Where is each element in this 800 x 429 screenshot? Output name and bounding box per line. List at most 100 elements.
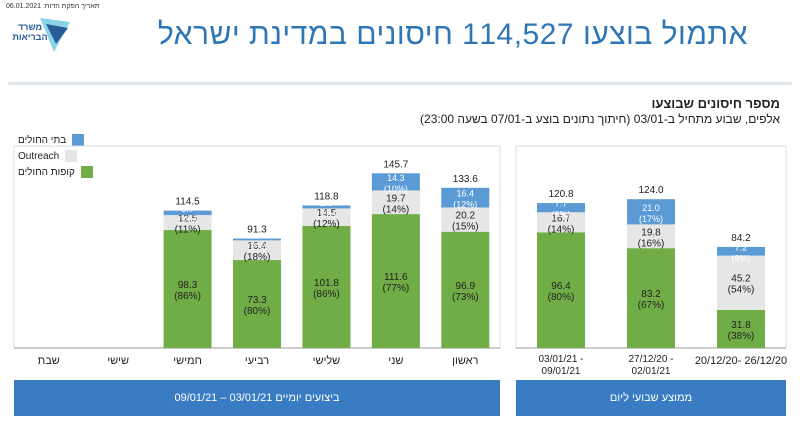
weekly-value-label: 7.7 xyxy=(555,199,568,209)
weekly-bar-seg xyxy=(537,203,585,213)
daily-bar-seg xyxy=(371,214,420,348)
daily-value-label: 111.6 xyxy=(384,272,408,283)
daily-pct-label: (2%) xyxy=(317,209,336,219)
daily-tick-label: שלישי xyxy=(313,354,341,367)
page-headline: אתמול בוצעו 114,527 חיסונים במדינת ישראל xyxy=(157,18,748,51)
daily-bar-seg xyxy=(371,173,420,191)
daily-total-label: 133.6 xyxy=(453,174,478,185)
daily-pct-label: (2%) xyxy=(247,241,266,251)
daily-value-label: 14.3 xyxy=(387,173,405,183)
weekly-value-label: 45.2 xyxy=(731,274,751,285)
weekly-bar-seg xyxy=(537,212,585,233)
weekly-pct-label: (67%) xyxy=(638,300,665,311)
daily-total-label: 114.5 xyxy=(175,197,200,208)
chart-subtitle: אלפים, שבוע מתחיל ב-03/01 (חיתוך נתונים … xyxy=(420,112,780,126)
daily-pct-label: (86%) xyxy=(174,291,201,302)
daily-total-label: 91.3 xyxy=(247,225,267,236)
ministry-logo-icon xyxy=(40,18,70,52)
daily-bar-seg xyxy=(441,187,490,208)
daily-pct-label: (86%) xyxy=(313,289,340,300)
weekly-pct-label: (38%) xyxy=(728,331,755,342)
weekly-pct-label: (9%) xyxy=(731,253,750,263)
weekly-tick-label: 27/12/20 - xyxy=(628,354,673,365)
report-date: תאריך הפקת הדוח: 06.01.2021 xyxy=(6,3,100,10)
weekly-banner: ממוצע שבועי ליום xyxy=(516,380,786,416)
daily-tick-label: שבת xyxy=(38,355,60,367)
weekly-pct-label: (6%) xyxy=(551,210,570,220)
daily-bar-seg xyxy=(233,260,281,348)
header-divider xyxy=(8,82,792,85)
weekly-pct-label: (17%) xyxy=(639,214,663,224)
daily-bar-seg xyxy=(163,230,212,348)
daily-value-label: 16.4 xyxy=(247,241,267,252)
weekly-bar-seg xyxy=(717,309,765,348)
weekly-bar-seg xyxy=(627,248,675,348)
daily-pct-label: (80%) xyxy=(244,306,271,317)
daily-pct-label: (73%) xyxy=(452,292,479,303)
daily-bar-seg xyxy=(441,231,490,348)
weekly-total-label: 120.8 xyxy=(548,189,573,200)
daily-value-label: 96.9 xyxy=(456,281,476,292)
daily-pct-label: (12%) xyxy=(313,219,340,230)
daily-pct-label: (18%) xyxy=(244,252,271,263)
weekly-total-label: 84.2 xyxy=(731,233,751,244)
daily-pct-label: (14%) xyxy=(383,204,410,215)
weekly-tick-label: 02/01/21 xyxy=(632,366,671,377)
daily-pct-label: (10%) xyxy=(384,184,408,194)
daily-bar-seg xyxy=(371,190,420,215)
daily-tick-label: שישי xyxy=(107,355,129,367)
weekly-bar-seg xyxy=(537,232,585,348)
daily-pct-label: (15%) xyxy=(452,222,479,233)
daily-value-label: 20.2 xyxy=(456,211,476,222)
daily-bar-seg xyxy=(233,240,281,261)
daily-value-label: 1.5 xyxy=(251,230,264,240)
daily-total-label: 118.8 xyxy=(314,191,339,202)
daily-value-label: 3.7 xyxy=(181,204,194,214)
daily-bar-seg xyxy=(302,208,351,226)
legend-item-hmo: קופות החולים xyxy=(18,164,118,180)
weekly-pct-label: (54%) xyxy=(728,285,755,296)
daily-tick-label: שני xyxy=(388,355,403,367)
daily-value-label: 101.8 xyxy=(314,278,339,289)
daily-value-label: 16.4 xyxy=(457,189,475,199)
daily-bar-seg xyxy=(302,225,351,348)
weekly-bar-seg xyxy=(627,224,675,249)
daily-value-label: 73.3 xyxy=(247,295,267,306)
weekly-tick-label: 20/12/20- 26/12/20 xyxy=(695,355,787,367)
legend-label-hospitals: בתי החולים xyxy=(18,134,67,146)
daily-pct-label: (12%) xyxy=(453,200,477,210)
legend-label-hmo: קופות החולים xyxy=(18,166,75,178)
weekly-pct-label: (80%) xyxy=(548,292,575,303)
legend-swatch-hmo xyxy=(80,166,93,178)
weekly-value-label: 7.2 xyxy=(735,242,748,252)
weekly-total-label: 124.0 xyxy=(638,185,663,196)
weekly-tick-label: 03/01/21 - xyxy=(538,354,583,365)
weekly-pct-label: (16%) xyxy=(638,238,665,249)
daily-value-label: 2.5 xyxy=(320,198,333,208)
daily-banner: ביצועים יומיים 03/01/21 – 09/01/21 xyxy=(14,380,500,416)
weekly-bar-seg xyxy=(717,246,765,256)
weekly-value-label: 16.7 xyxy=(551,213,571,224)
legend-swatch-hospitals xyxy=(72,134,85,146)
daily-bar-seg xyxy=(233,238,281,241)
daily-pct-label: (11%) xyxy=(175,225,201,236)
daily-bar-seg xyxy=(163,215,212,231)
daily-tick-label: רביעי xyxy=(245,355,269,367)
daily-tick-label: חמישי xyxy=(173,355,202,367)
weekly-value-label: 19.8 xyxy=(641,227,661,238)
daily-bar-seg xyxy=(163,210,212,216)
legend-swatch-outreach xyxy=(65,150,78,162)
chart-legend: בתי החולים Outreach קופות החולים xyxy=(18,132,118,180)
chart-title: מספר חיסונים שבוצעו xyxy=(651,96,780,111)
weekly-bar-seg xyxy=(717,255,765,310)
daily-value-label: 19.7 xyxy=(386,193,406,204)
daily-bar-seg xyxy=(302,205,351,209)
ministry-logo-text: משרד הבריאות xyxy=(12,22,48,42)
weekly-value-label: 21.0 xyxy=(642,203,660,213)
daily-pct-label: (77%) xyxy=(383,283,410,294)
daily-tick-label: ראשון xyxy=(452,355,478,367)
daily-value-label: 98.3 xyxy=(178,280,198,291)
weekly-tick-label: 09/01/21 xyxy=(542,366,581,377)
legend-label-outreach: Outreach xyxy=(18,150,60,162)
